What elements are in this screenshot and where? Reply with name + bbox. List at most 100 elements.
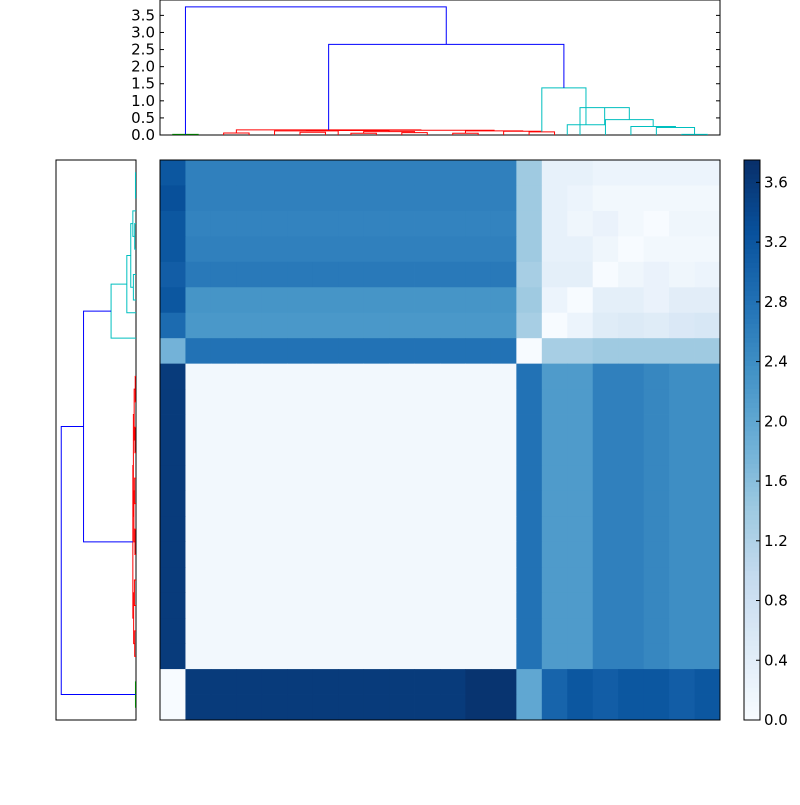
- heatmap-cell: [287, 185, 314, 212]
- heatmap-cell: [567, 414, 594, 441]
- heatmap-cell: [312, 414, 339, 441]
- heatmap-cell: [567, 592, 594, 619]
- heatmap-cell: [567, 618, 594, 645]
- heatmap-cell: [618, 643, 645, 670]
- heatmap-cell: [643, 312, 670, 339]
- heatmap-cell: [643, 160, 670, 186]
- heatmap-cell: [338, 618, 365, 645]
- heatmap-cell: [185, 618, 212, 645]
- heatmap-cell: [261, 210, 288, 237]
- colorbar-segment: [744, 206, 760, 212]
- heatmap-cell: [592, 643, 619, 670]
- heatmap-cell: [236, 465, 263, 492]
- heatmap-cell: [516, 440, 543, 466]
- colorbar-segment: [744, 505, 760, 511]
- heatmap-cell: [236, 363, 263, 390]
- heatmap-cell: [363, 287, 390, 314]
- heatmap-cell: [516, 261, 543, 288]
- heatmap-cell: [669, 261, 695, 288]
- heatmap-cell: [363, 643, 390, 670]
- heatmap-cell: [567, 185, 594, 212]
- heatmap-cell: [312, 440, 339, 466]
- colorbar-segment: [744, 309, 760, 315]
- colorbar-segment: [744, 426, 760, 432]
- heatmap-cell: [363, 261, 390, 288]
- colorbar-segment: [744, 342, 760, 348]
- heatmap-cell: [669, 618, 695, 645]
- colorbar-segment: [744, 290, 760, 296]
- colorbar-segment: [744, 332, 760, 338]
- heatmap-cell: [567, 516, 594, 543]
- heatmap-cell: [338, 669, 365, 695]
- heatmap-cell: [669, 516, 695, 543]
- colorbar-segment: [744, 701, 760, 707]
- heatmap-cell: [516, 414, 543, 441]
- colorbar-segment: [744, 174, 760, 180]
- heatmap-cell: [694, 541, 721, 568]
- colorbar-segment: [744, 706, 760, 712]
- heatmap-cell: [694, 592, 721, 619]
- colorbar-segment: [744, 477, 760, 483]
- heatmap-cell: [160, 312, 186, 339]
- dendrogram-link: [60, 425, 136, 696]
- heatmap-cell: [210, 414, 237, 441]
- heatmap-cell: [541, 160, 568, 186]
- heatmap-cell: [210, 338, 237, 365]
- dendrogram-link: [134, 681, 136, 708]
- heatmap-cell: [414, 490, 441, 517]
- heatmap-cell: [516, 669, 543, 695]
- heatmap-cell: [261, 440, 288, 466]
- heatmap-cell: [669, 465, 695, 492]
- heatmap-cell: [338, 389, 365, 415]
- heatmap-cell: [414, 287, 441, 314]
- colorbar-segment: [744, 248, 760, 254]
- heatmap-cell: [261, 643, 288, 670]
- heatmap-cell: [440, 618, 466, 645]
- heatmap-cell: [287, 567, 314, 594]
- heatmap-cell: [363, 236, 390, 263]
- heatmap-cell: [261, 567, 288, 594]
- dendrogram-link: [110, 283, 136, 339]
- heatmap-cell: [389, 516, 415, 543]
- heatmap-cell: [618, 160, 645, 186]
- heatmap-cell: [210, 541, 237, 568]
- heatmap-cell: [261, 261, 288, 288]
- heatmap-cell: [338, 160, 365, 186]
- heatmap-cell: [618, 236, 645, 263]
- colorbar-segment: [744, 430, 760, 436]
- heatmap-cell: [287, 389, 314, 415]
- heatmap-cell: [465, 490, 492, 517]
- heatmap-cell: [465, 541, 492, 568]
- colorbar-segment: [744, 622, 760, 628]
- heatmap-cell: [567, 261, 594, 288]
- heatmap-cell: [389, 287, 415, 314]
- heatmap-cell: [516, 287, 543, 314]
- heatmap-cell: [694, 363, 721, 390]
- heatmap-cell: [694, 236, 721, 263]
- heatmap-cell: [185, 414, 212, 441]
- colorbar-segment: [744, 370, 760, 376]
- heatmap-cell: [210, 643, 237, 670]
- heatmap-cell: [185, 160, 212, 186]
- heatmap-cell: [694, 160, 721, 186]
- heatmap-cell: [363, 516, 390, 543]
- heatmap-cell: [567, 694, 594, 721]
- heatmap-cell: [643, 440, 670, 466]
- heatmap-cell: [312, 516, 339, 543]
- dendrogram-link: [83, 310, 133, 543]
- heatmap-cell: [669, 236, 695, 263]
- heatmap-cell: [541, 389, 568, 415]
- colorbar-tick-label: 0.8: [764, 592, 788, 610]
- heatmap-cell: [669, 363, 695, 390]
- heatmap-cell: [541, 440, 568, 466]
- heatmap-cell: [160, 389, 186, 415]
- dendrogram-link: [184, 6, 447, 135]
- heatmap-cell: [567, 363, 594, 390]
- dendrogram-link: [274, 130, 339, 135]
- colorbar-segment: [744, 552, 760, 558]
- heatmap-cell: [236, 694, 263, 721]
- heatmap-cell: [160, 694, 186, 721]
- heatmap-cell: [389, 185, 415, 212]
- dendrogram-link: [630, 125, 676, 135]
- heatmap-cell: [592, 465, 619, 492]
